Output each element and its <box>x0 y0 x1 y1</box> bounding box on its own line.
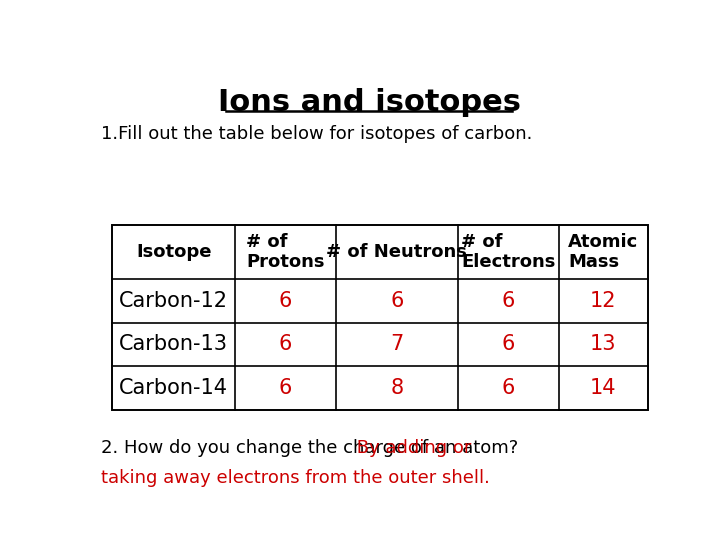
Text: 7: 7 <box>390 334 403 354</box>
Text: 6: 6 <box>502 291 516 310</box>
Text: 6: 6 <box>502 334 516 354</box>
Text: 6: 6 <box>502 378 516 398</box>
Text: Carbon-13: Carbon-13 <box>120 334 228 354</box>
Text: # of Neutrons: # of Neutrons <box>326 243 467 261</box>
Text: 6: 6 <box>279 291 292 310</box>
Text: 2. How do you change the charge of an atom?: 2. How do you change the charge of an at… <box>101 439 518 457</box>
Text: # of
Protons: # of Protons <box>246 233 325 271</box>
Text: Isotope: Isotope <box>136 243 212 261</box>
Text: 6: 6 <box>279 378 292 398</box>
Text: 8: 8 <box>390 378 403 398</box>
Text: 6: 6 <box>390 291 404 310</box>
Text: Atomic
Mass: Atomic Mass <box>568 233 639 271</box>
Bar <box>112 225 648 410</box>
Text: 14: 14 <box>590 378 616 398</box>
Text: taking away electrons from the outer shell.: taking away electrons from the outer she… <box>101 469 490 488</box>
Text: Carbon-12: Carbon-12 <box>120 291 228 310</box>
Text: # of
Electrons: # of Electrons <box>462 233 556 271</box>
Text: 6: 6 <box>279 334 292 354</box>
Text: By adding or: By adding or <box>351 439 471 457</box>
Text: 12: 12 <box>590 291 616 310</box>
Text: 1.Fill out the table below for isotopes of carbon.: 1.Fill out the table below for isotopes … <box>101 125 533 143</box>
Text: Ions and isotopes: Ions and isotopes <box>217 87 521 117</box>
Text: Carbon-14: Carbon-14 <box>120 378 228 398</box>
Text: 13: 13 <box>590 334 616 354</box>
